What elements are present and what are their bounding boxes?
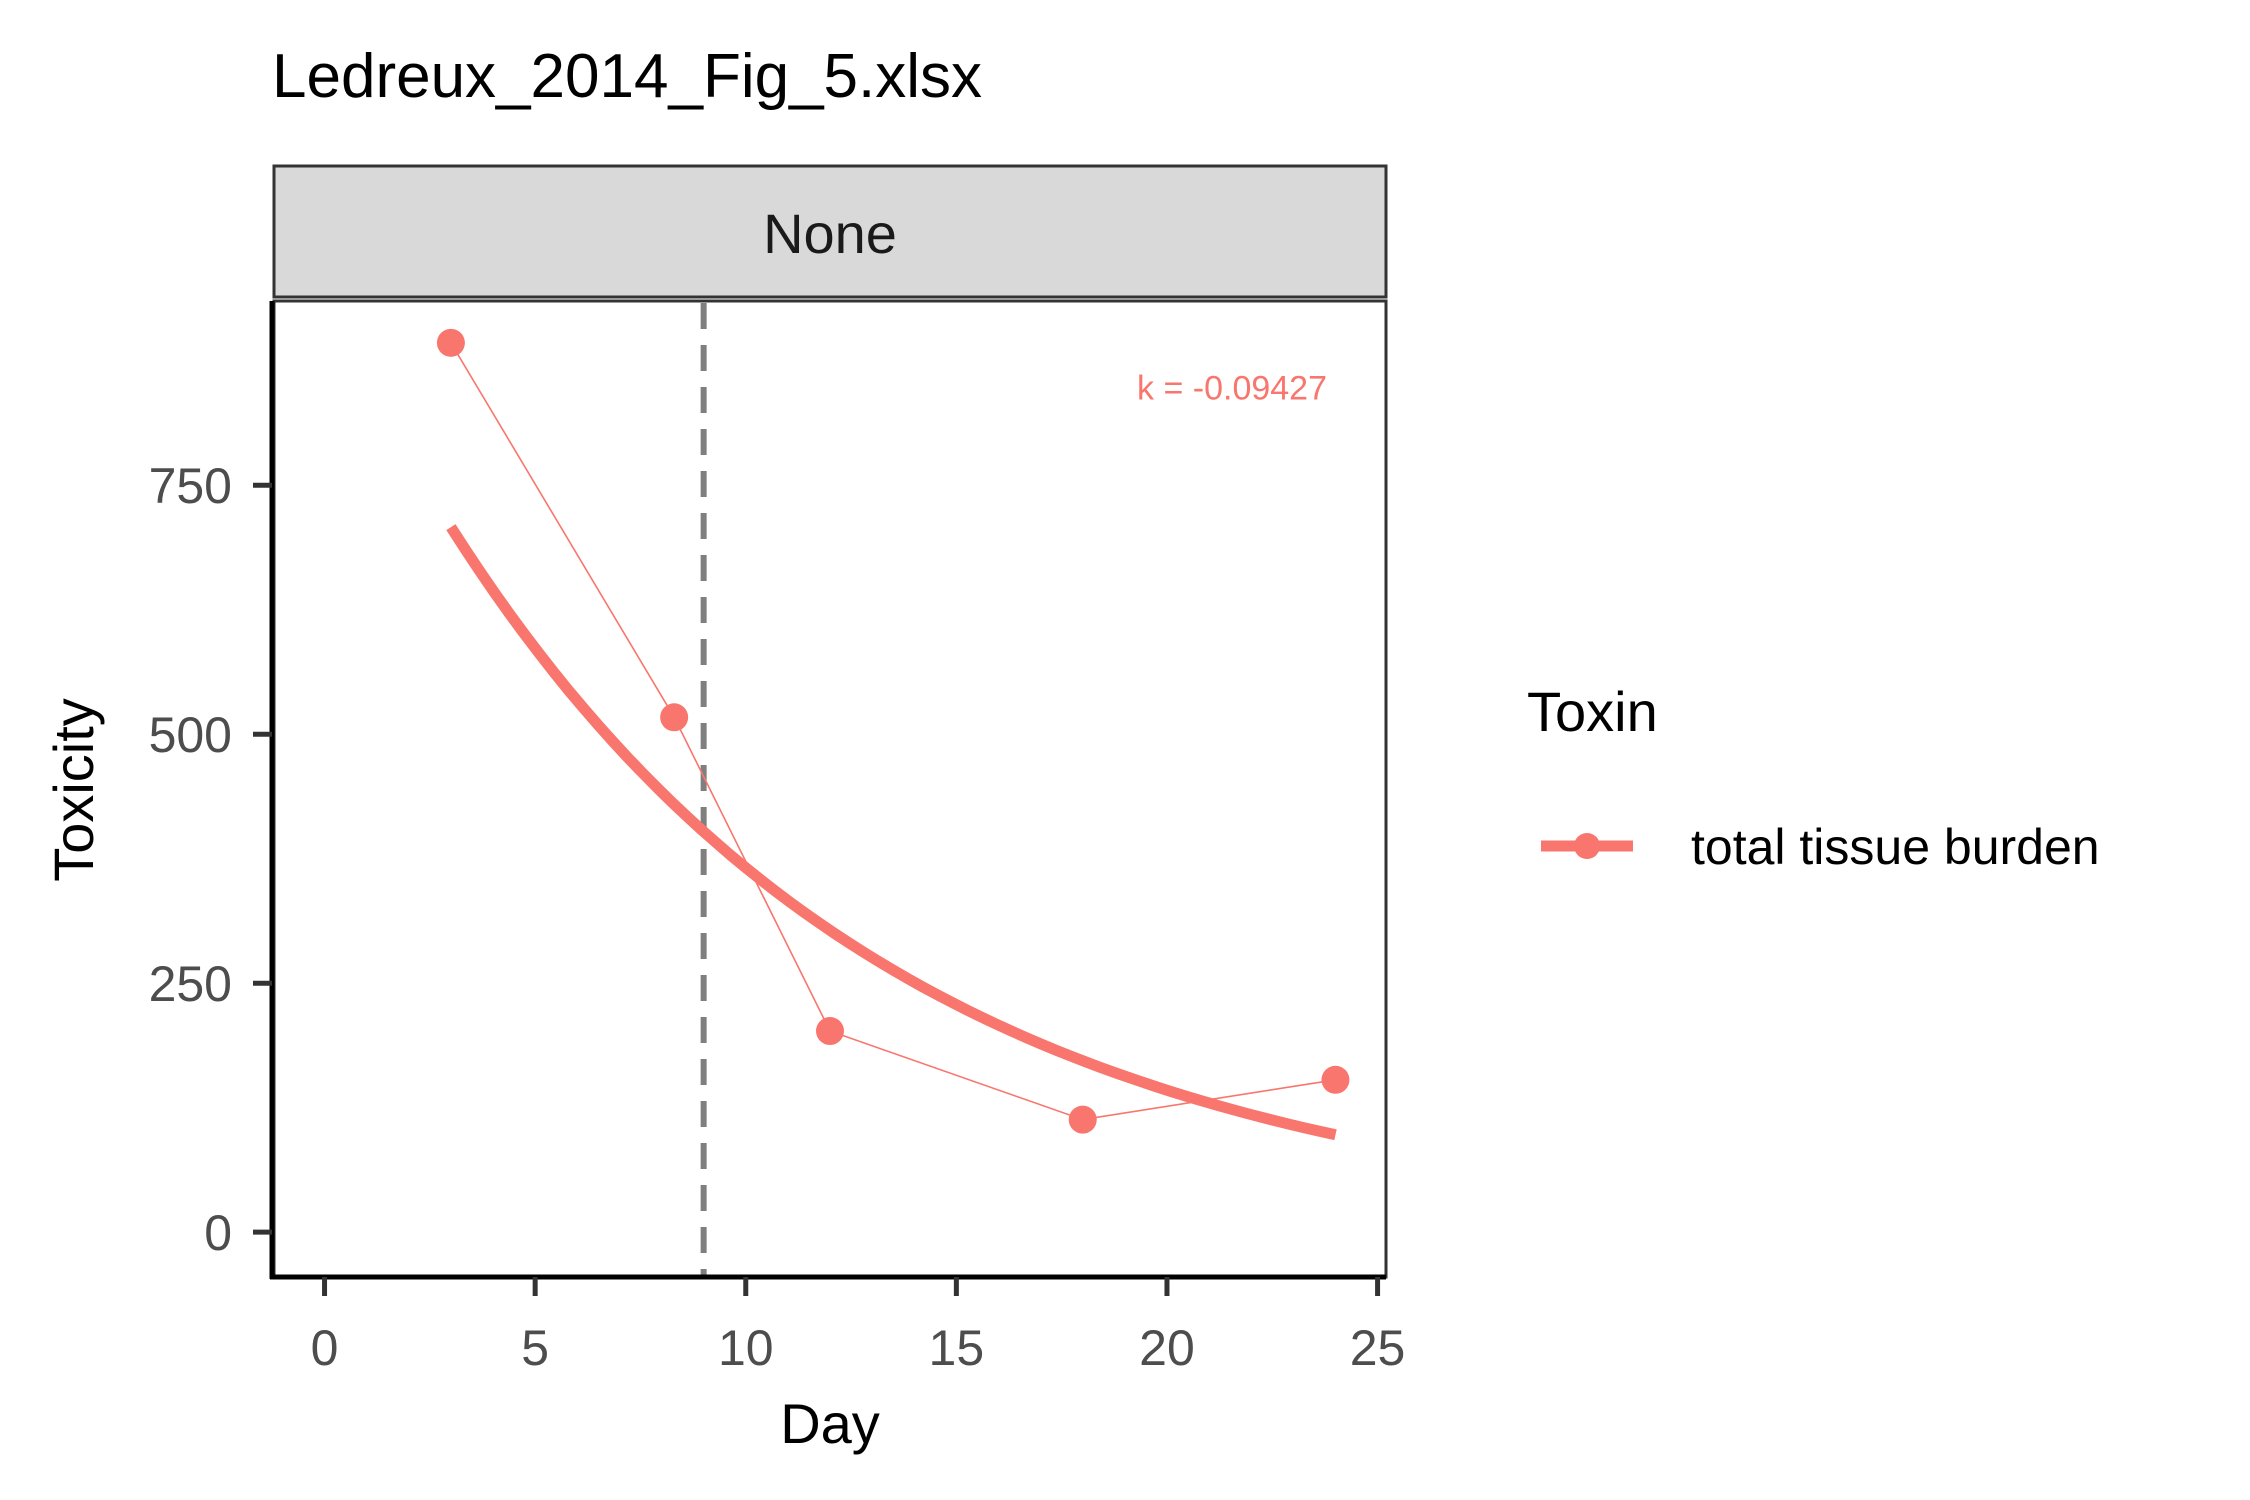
legend-key-point: [1574, 833, 1600, 859]
x-tick-label: 0: [311, 1320, 339, 1376]
data-point: [1321, 1065, 1350, 1094]
data-point: [660, 703, 689, 732]
y-axis-ticks: 0 250 500 750: [149, 458, 272, 1261]
data-point: [1068, 1105, 1097, 1134]
y-tick-label: 500: [149, 707, 232, 763]
legend-item: total tissue burden: [1541, 819, 2100, 875]
y-tick-label: 750: [149, 458, 232, 514]
facet-strip: [272, 164, 1388, 299]
facet-label: None: [763, 202, 897, 265]
legend: Toxin total tissue burden: [1527, 680, 2100, 875]
x-tick-label: 5: [521, 1320, 549, 1376]
legend-title: Toxin: [1527, 680, 1658, 743]
x-axis-ticks: 0 5 10 15 20 25: [311, 1277, 1406, 1376]
k-annotation: k = -0.09427: [1137, 370, 1327, 408]
y-tick-label: 250: [149, 956, 232, 1012]
x-tick-label: 10: [718, 1320, 774, 1376]
data-point: [816, 1017, 844, 1046]
x-tick-label: 20: [1139, 1320, 1195, 1376]
chart-marks: k = -0.09427: [436, 303, 1350, 1275]
fit-curve: [446, 524, 1337, 1141]
data-point: [436, 328, 465, 357]
plot-panel: [272, 299, 1388, 1279]
legend-item-label: total tissue burden: [1691, 819, 2100, 875]
x-axis-label: Day: [780, 1392, 880, 1455]
x-tick-label: 15: [929, 1320, 985, 1376]
chart-title: Ledreux_2014_Fig_5.xlsx: [272, 42, 982, 111]
y-tick-label: 0: [204, 1205, 232, 1261]
x-tick-label: 25: [1350, 1320, 1406, 1376]
y-axis-label: Toxicity: [42, 698, 105, 882]
